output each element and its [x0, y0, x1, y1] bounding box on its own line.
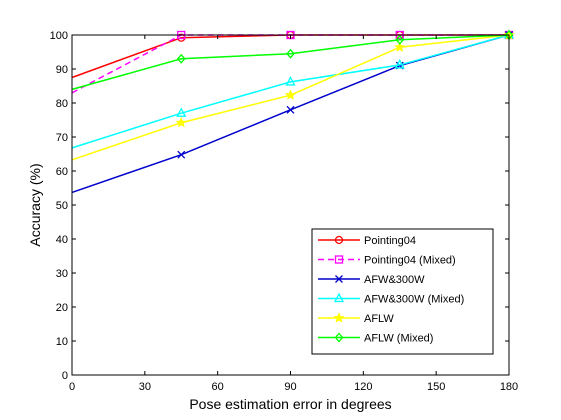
- legend-label: AFW&300W: [364, 274, 425, 286]
- series-line-afw-300w-mixed: [71, 34, 510, 149]
- legend-item-pointing04: Pointing04: [318, 235, 416, 247]
- legend-marker: [334, 255, 344, 264]
- data-point-afw-300w-45: [177, 150, 186, 159]
- legend-label: Pointing04: [364, 235, 416, 247]
- x-tick-label: 150: [427, 381, 445, 393]
- y-tick-label: 90: [56, 64, 68, 76]
- x-tick-label: 90: [284, 381, 296, 393]
- y-tick-label: 10: [56, 336, 68, 348]
- data-point-aflw-mixed-135: [395, 34, 405, 45]
- legend: Pointing04 Pointing04 (Mixed) AFW&300W AFW&…: [311, 228, 494, 355]
- x-tick-label: 0: [69, 381, 75, 393]
- y-tick-label: 0: [62, 370, 68, 382]
- legend-marker: [334, 332, 344, 343]
- data-point-afw-300w-90: [286, 105, 295, 114]
- x-tick-label: 120: [354, 381, 372, 393]
- x-tick-label: 60: [212, 381, 224, 393]
- x-axis-label: Pose estimation error in degrees: [189, 396, 391, 412]
- y-tick-label: 50: [56, 200, 68, 212]
- y-tick-label: 70: [56, 132, 68, 144]
- legend-box: [311, 228, 494, 355]
- y-tick-label: 60: [56, 166, 68, 178]
- data-point-afw-300w-mixed-90: [285, 76, 296, 86]
- x-tick-label: 180: [500, 381, 518, 393]
- axes-layer: 0 30 60 90 120 150 180 0 10 20 30 40 50 60 70 80 90 100: [50, 30, 519, 393]
- data-point-aflw-90: [284, 89, 297, 100]
- y-tick-label: 40: [56, 234, 68, 246]
- legend-item-aflw-mixed: AFLW (Mixed): [318, 333, 433, 345]
- y-tick-label: 30: [56, 268, 68, 280]
- legend-marker: [335, 275, 343, 283]
- legend-item-afw-300w: AFW&300W: [318, 274, 425, 286]
- data-point-aflw-135: [394, 41, 406, 52]
- legend-marker: [334, 235, 344, 245]
- legend-item-afw-300w-mixed: AFW&300W (Mixed): [318, 292, 464, 306]
- y-tick-label: 20: [56, 302, 68, 314]
- data-point-aflw-mixed-45: [176, 53, 186, 64]
- legend-marker: [333, 312, 345, 323]
- legend-marker: [333, 292, 345, 303]
- data-point-aflw-mixed-90: [286, 48, 295, 59]
- x-tick-label: 30: [139, 381, 151, 393]
- legend-label: AFW&300W (Mixed): [364, 294, 464, 306]
- legend-item-aflw: AFLW: [318, 312, 394, 325]
- legend-label: AFLW: [364, 313, 394, 325]
- y-tick-label: 80: [56, 98, 68, 110]
- data-point-afw-300w-mixed-135: [394, 59, 405, 69]
- y-axis-label: Accuracy (%): [27, 163, 43, 246]
- legend-label: AFLW (Mixed): [364, 333, 433, 345]
- legend-label: Pointing04 (Mixed): [364, 255, 456, 267]
- data-point-aflw-45: [175, 116, 187, 128]
- data-point-afw-300w-mixed-45: [176, 107, 187, 117]
- legend-item-pointing04-mixed: Pointing04 (Mixed): [318, 255, 456, 267]
- y-tick-label: 100: [50, 30, 68, 42]
